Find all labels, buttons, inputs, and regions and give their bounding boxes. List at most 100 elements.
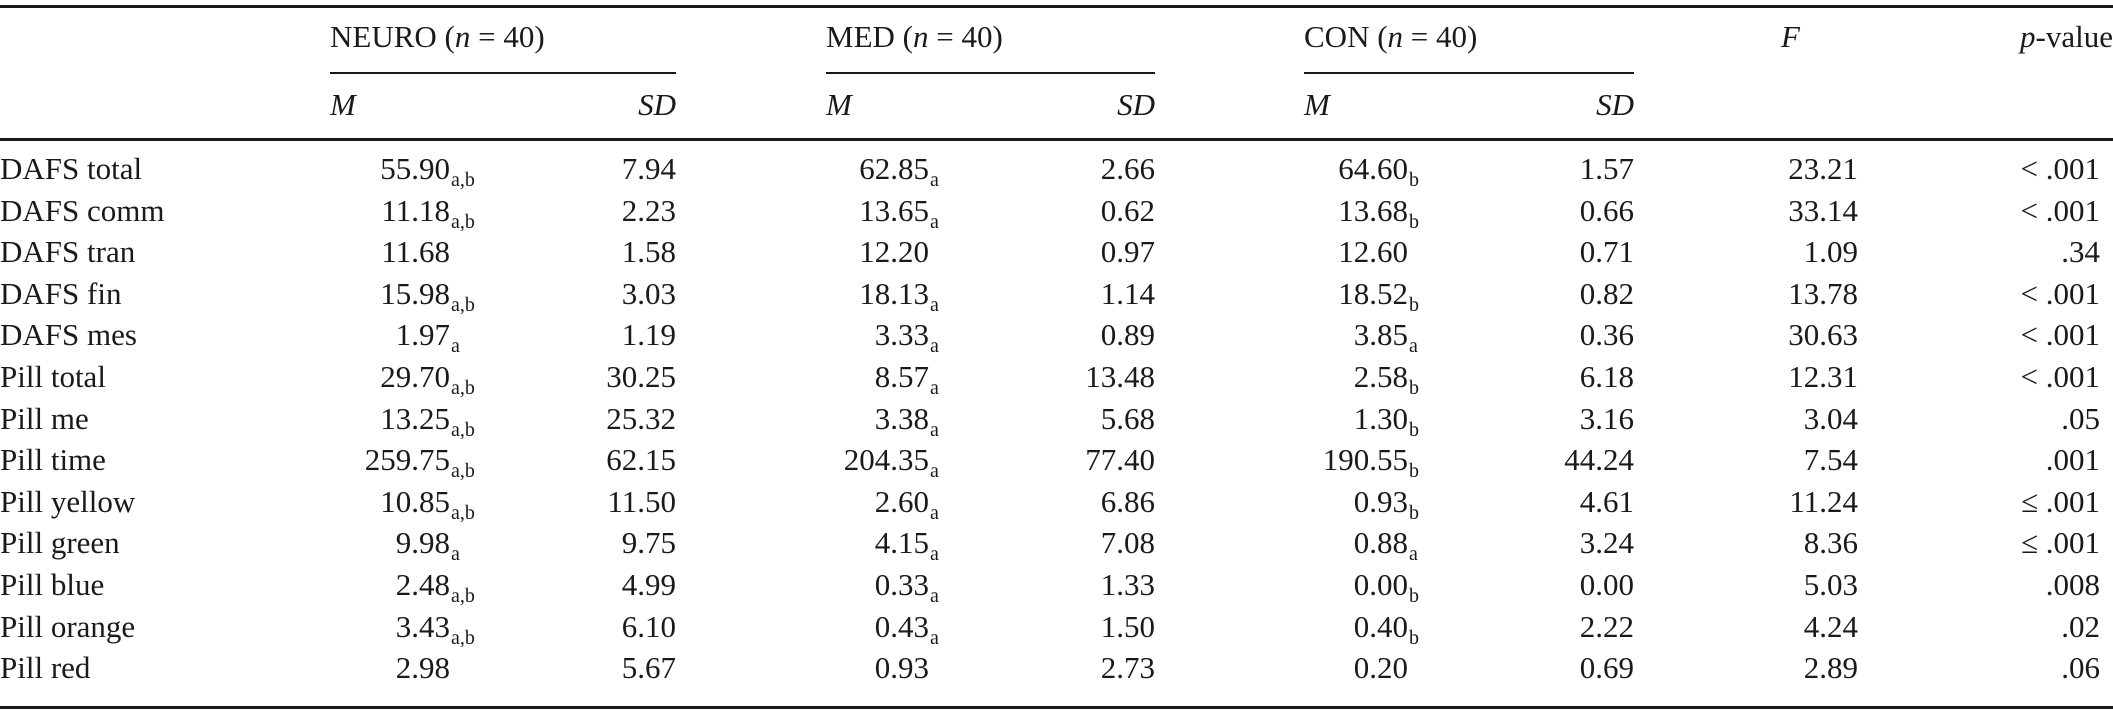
group-rule-neuro bbox=[330, 72, 676, 74]
mean-value: 3.85a bbox=[1353, 317, 1418, 357]
mean-value: 9.98a bbox=[396, 526, 460, 565]
mean-number: 259.75 bbox=[364, 442, 450, 477]
row-label: Pill yellow bbox=[0, 484, 136, 519]
mean-subscript: a bbox=[930, 627, 939, 649]
mean-number: 0.88 bbox=[1353, 525, 1408, 560]
f-value: 8.36 bbox=[1803, 525, 1858, 560]
group-n-value: = 40 bbox=[1403, 19, 1468, 54]
mean-number: 0.43 bbox=[874, 609, 929, 644]
sd-value: 2.22 bbox=[1579, 609, 1634, 644]
row-label: DAFS tran bbox=[0, 234, 136, 269]
sd-value: 1.50 bbox=[1100, 609, 1155, 644]
mean-value: 0.88a bbox=[1353, 525, 1418, 565]
mean-value: 18.52b bbox=[1338, 277, 1419, 316]
row-label: DAFS fin bbox=[0, 276, 122, 311]
mean-value: 10.85a,b bbox=[380, 485, 475, 524]
sd-value: 2.23 bbox=[621, 193, 676, 228]
group-name: NEURO bbox=[330, 19, 437, 54]
mean-subscript: a bbox=[930, 335, 939, 357]
table-row: DAFS comm 11.18a,b 2.23 13.65a 0.62 13.68b 0.6… bbox=[0, 193, 2113, 233]
f-value: 7.54 bbox=[1803, 442, 1858, 477]
mean-number: 1.97 bbox=[395, 317, 450, 352]
p-value: ≤ .001 bbox=[2020, 484, 2100, 519]
sd-value: 0.66 bbox=[1579, 193, 1634, 228]
mean-number: 15.98 bbox=[380, 276, 450, 311]
mean-subheader: M bbox=[330, 87, 356, 122]
mean-subscript: a,b bbox=[451, 419, 475, 441]
mean-number: 0.00 bbox=[1353, 567, 1408, 602]
mean-number: 11.68 bbox=[381, 234, 450, 269]
mean-subscript: a bbox=[930, 377, 939, 399]
sd-value: 6.18 bbox=[1579, 359, 1634, 394]
mean-value: 3.33a bbox=[875, 318, 939, 357]
mean-subscript: a,b bbox=[451, 169, 475, 191]
mean-number: 0.33 bbox=[874, 567, 929, 602]
f-header: F bbox=[1781, 19, 1800, 54]
mean-value: 62.85a bbox=[859, 152, 939, 191]
sd-subheader: SD bbox=[638, 87, 676, 122]
p-value: .05 bbox=[2061, 401, 2100, 436]
mean-value: 0.33a bbox=[874, 567, 939, 607]
mean-subscript: a bbox=[930, 169, 939, 191]
sd-subheader: SD bbox=[1117, 87, 1155, 122]
f-value: 4.24 bbox=[1803, 609, 1858, 644]
p-value: ≤ .001 bbox=[2020, 525, 2100, 560]
f-value: 12.31 bbox=[1788, 359, 1858, 394]
mean-subscript: b bbox=[1409, 502, 1419, 524]
mean-subscript: a,b bbox=[451, 294, 475, 316]
row-label: Pill total bbox=[0, 359, 106, 394]
mean-subheader: M bbox=[1304, 87, 1330, 122]
sd-value: 62.15 bbox=[606, 442, 676, 477]
sd-value: 0.97 bbox=[1100, 234, 1155, 269]
table-row: Pill orange 3.43a,b 6.10 0.43a 1.50 0.40b 2.22… bbox=[0, 609, 2113, 649]
sd-value: 1.58 bbox=[621, 234, 676, 269]
mean-number: 3.85 bbox=[1353, 317, 1408, 352]
mean-number: 12.60 bbox=[1338, 234, 1408, 269]
f-value: 1.09 bbox=[1803, 234, 1858, 269]
sd-value: 1.33 bbox=[1100, 567, 1155, 602]
mean-value: 64.60b bbox=[1338, 152, 1419, 191]
sd-value: 1.14 bbox=[1100, 276, 1155, 311]
table-row: Pill time 259.75a,b 62.15 204.35a 77.40 190.5… bbox=[0, 442, 2113, 482]
p-rest: -value bbox=[2035, 19, 2113, 54]
header-rule bbox=[0, 138, 2113, 141]
table-row: Pill total 29.70a,b 30.25 8.57a 13.48 2.58b 6.… bbox=[0, 359, 2113, 399]
table-row: DAFS total 55.90a,b 7.94 62.85a 2.66 64.60b 1.… bbox=[0, 151, 2113, 191]
mean-subscript: b bbox=[1409, 460, 1419, 482]
sd-value: 1.19 bbox=[621, 317, 676, 352]
mean-value: 13.25a,b bbox=[380, 402, 475, 441]
row-label: Pill time bbox=[0, 442, 106, 477]
row-label: DAFS mes bbox=[0, 317, 137, 352]
mean-value: 13.65a bbox=[859, 194, 939, 233]
mean-number: 0.40 bbox=[1353, 609, 1408, 644]
f-value: 23.21 bbox=[1788, 151, 1858, 186]
mean-subscript: a bbox=[930, 419, 939, 441]
mean-value: 2.48a,b bbox=[396, 568, 475, 607]
sd-value: 5.68 bbox=[1100, 401, 1155, 436]
mean-subscript: a bbox=[451, 543, 460, 565]
mean-subscript: a bbox=[930, 502, 939, 524]
group-n-value: = 40 bbox=[470, 19, 535, 54]
mean-value: 15.98a,b bbox=[380, 276, 475, 316]
p-value: .06 bbox=[2061, 650, 2100, 685]
mean-number: 55.90 bbox=[380, 151, 450, 186]
mean-number: 0.93 bbox=[1353, 484, 1408, 519]
mean-number: 0.93 bbox=[874, 650, 929, 685]
table-row: DAFS tran 11.68 1.58 12.20 0.97 12.60 0.71 1.09… bbox=[0, 235, 2113, 271]
mean-number: 13.68 bbox=[1338, 193, 1408, 228]
f-value: 13.78 bbox=[1788, 276, 1858, 311]
group-header-med: MED (n = 40) bbox=[826, 19, 1003, 54]
mean-number: 2.58 bbox=[1353, 359, 1408, 394]
sd-subheader: SD bbox=[1596, 87, 1634, 122]
mean-subscript: a bbox=[451, 335, 460, 357]
mean-value: 204.35a bbox=[844, 443, 939, 482]
sd-value: 0.00 bbox=[1579, 567, 1634, 602]
sd-value: 11.50 bbox=[607, 484, 676, 519]
mean-number: 29.70 bbox=[380, 359, 450, 394]
table-row: Pill red 2.98 5.67 0.93 2.73 0.20 0.69 2.89 .06 bbox=[0, 651, 2113, 687]
mean-subscript: a bbox=[1409, 335, 1418, 357]
mean-subscript: a bbox=[930, 211, 939, 233]
f-value: 33.14 bbox=[1788, 193, 1858, 228]
mean-value: 3.38a bbox=[875, 402, 939, 441]
mean-value: 11.68 bbox=[381, 235, 450, 269]
